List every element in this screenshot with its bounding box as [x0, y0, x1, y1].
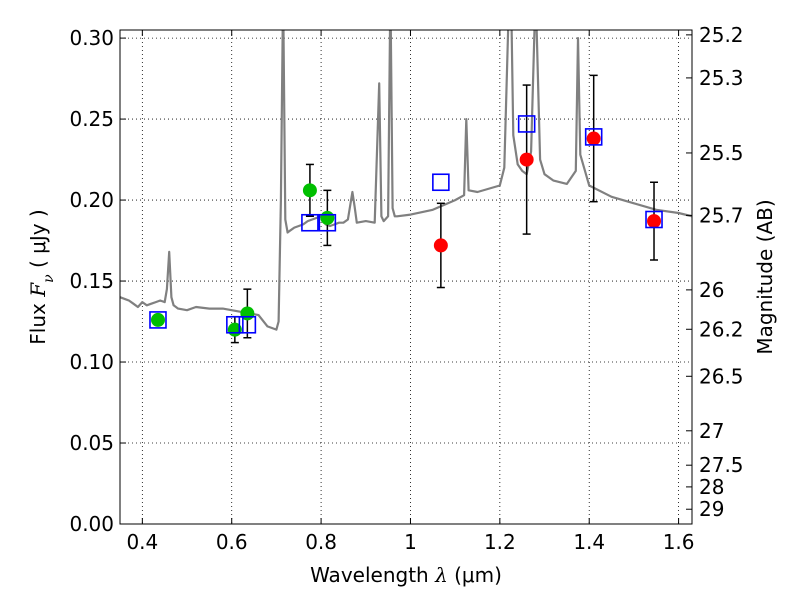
- x-tick-label: 0.8: [305, 530, 337, 554]
- y-axis-label-sub: ν: [41, 274, 57, 283]
- y2-tick-label: 25.3: [699, 66, 744, 90]
- x-tick-label: 0.6: [216, 530, 248, 554]
- x-tick-label: 1.6: [663, 530, 695, 554]
- y-axis-label: Flux Fν ( μJy ): [26, 209, 57, 344]
- x-axis-label: Wavelength λ (μm): [310, 563, 502, 587]
- y2-tick-label: 26: [699, 278, 724, 302]
- y-axis-label-var: F: [26, 282, 50, 298]
- y2-tick-label: 26.2: [699, 317, 744, 341]
- x-tick-label: 1: [404, 530, 417, 554]
- data-point: [586, 131, 601, 146]
- y2-tick-label: 27.5: [699, 453, 744, 477]
- y2-tick-label: 25.2: [699, 23, 744, 47]
- y-tick-label: 0.25: [69, 107, 114, 131]
- y-tick-label: 0.10: [69, 350, 114, 374]
- y2-tick-label: 28: [699, 475, 724, 499]
- model-point: [238, 315, 257, 334]
- y-axis-label-suffix: ( μJy ): [26, 209, 50, 274]
- model-point: [318, 213, 337, 232]
- x-axis-label-suffix: (μm): [448, 563, 502, 587]
- model-point: [517, 115, 536, 133]
- y2-tick-label: 25.7: [699, 203, 744, 227]
- y2-axis-label: Magnitude (AB): [753, 199, 777, 354]
- y2-tick-label: 27: [699, 419, 724, 443]
- x-axis-label-prefix: Wavelength: [310, 563, 435, 587]
- x-tick-label: 0.4: [126, 530, 158, 554]
- y2-tick-label: 25.5: [699, 141, 744, 165]
- model-point: [584, 128, 603, 146]
- y-tick-label: 0.15: [69, 269, 114, 293]
- plot-frame: [119, 29, 693, 525]
- x-tick-label: 1.4: [573, 530, 605, 554]
- data-point: [302, 183, 317, 198]
- x-tick-label: 1.2: [484, 530, 516, 554]
- data-point: [519, 152, 534, 167]
- y-axis-label-prefix: Flux: [26, 297, 50, 345]
- data-point: [150, 312, 165, 327]
- data-point: [433, 238, 448, 253]
- data-point: [320, 210, 335, 225]
- y-tick-label: 0.20: [69, 188, 114, 212]
- model-point: [226, 315, 244, 334]
- model-point: [149, 311, 167, 329]
- model-point: [645, 210, 663, 229]
- y-tick-label: 0.00: [69, 512, 114, 536]
- y2-tick-label: 29: [699, 497, 724, 521]
- spectrum-line: [120, 30, 692, 331]
- plot-data: [120, 30, 692, 344]
- y-tick-label: 0.05: [69, 431, 114, 455]
- axis-ticks: 0.4 0.6 0.8 1 1.2 1.4 1.6 0.00 0.05 0.10 0.15 0.20 0…: [69, 23, 743, 554]
- model-point: [301, 213, 319, 232]
- y2-tick-label: 26.5: [699, 364, 744, 388]
- y-tick-label: 0.30: [69, 26, 114, 50]
- model-point: [432, 173, 450, 192]
- grid-lines: [120, 30, 692, 525]
- x-axis-label-var: λ: [434, 563, 448, 587]
- data-point: [647, 214, 662, 229]
